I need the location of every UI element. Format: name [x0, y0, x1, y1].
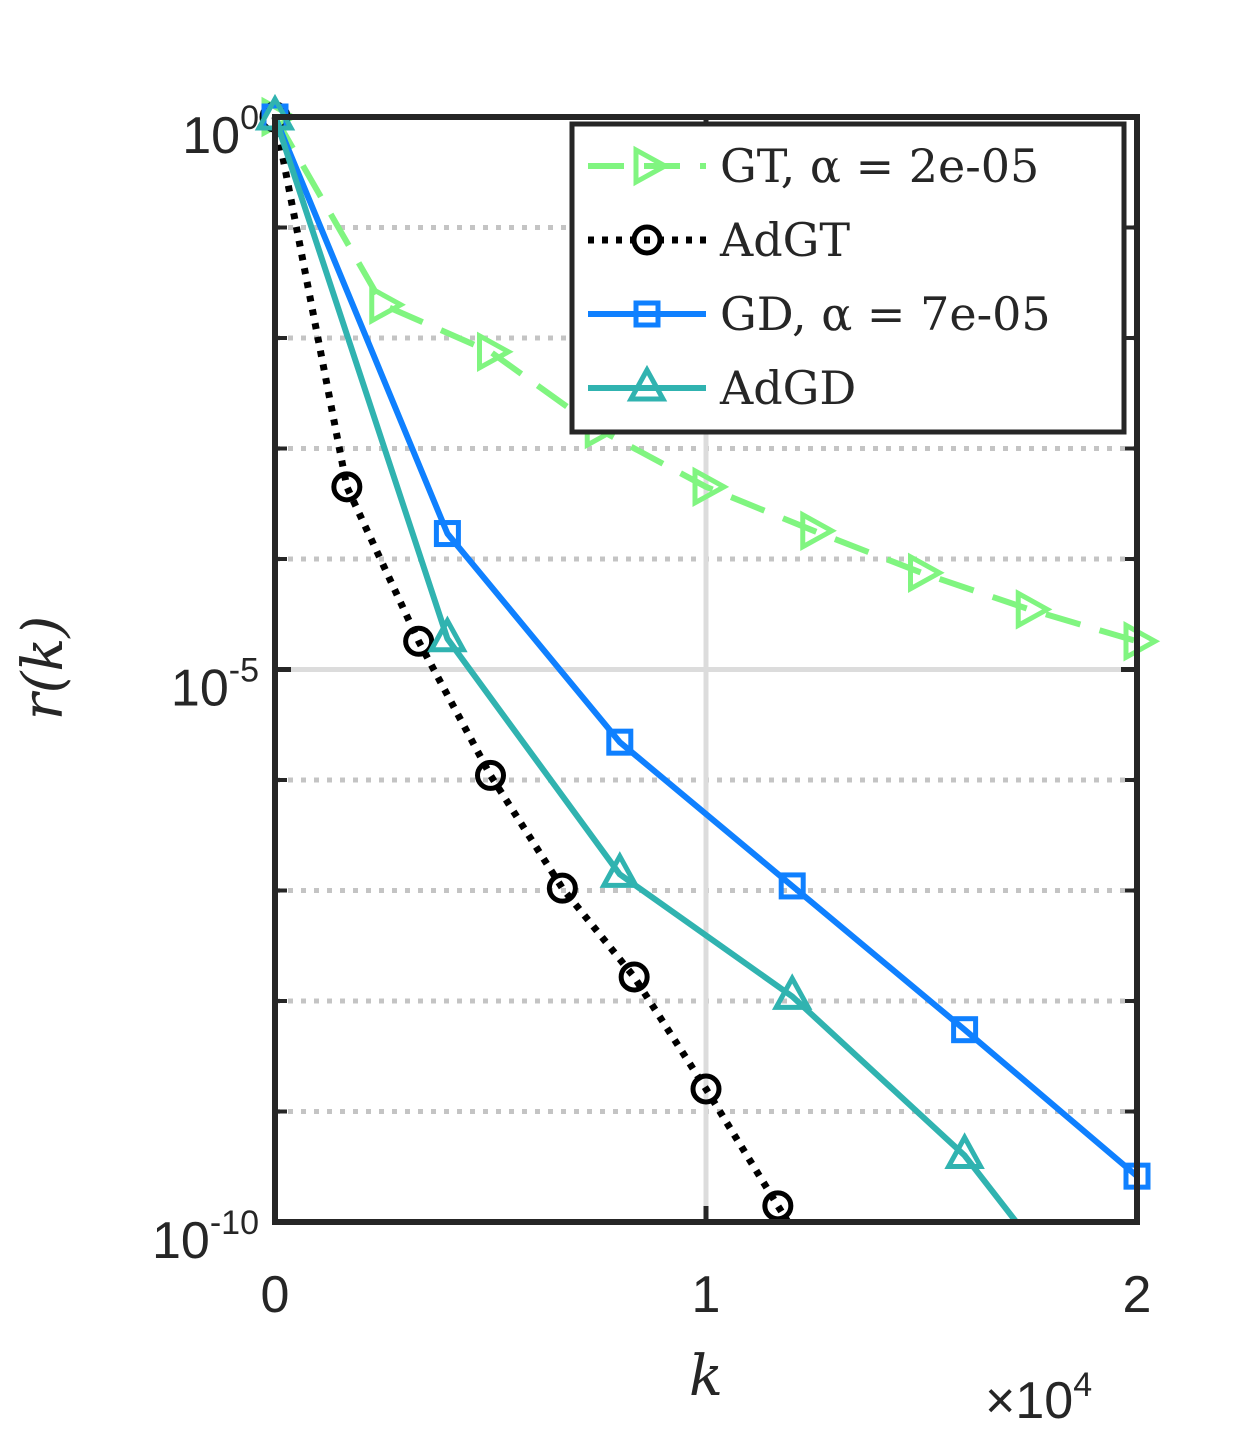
legend-label: GD, α = 7e-05: [720, 287, 1051, 341]
data-point: [599, 851, 641, 888]
data-point: [606, 728, 634, 756]
x-axis-label: k: [689, 1344, 723, 1409]
data-point: [331, 471, 363, 503]
legend-label: AdGD: [719, 361, 856, 415]
data-point: [908, 552, 945, 594]
legend-marker: [626, 364, 668, 402]
legend-marker: [633, 300, 661, 328]
data-point: [778, 872, 806, 900]
data-point: [403, 625, 435, 657]
data-point: [690, 1073, 722, 1105]
data-point: [762, 1190, 794, 1222]
data-point: [546, 872, 578, 904]
data-point: [951, 1016, 979, 1044]
legend: GT, α = 2e-05 AdGT GD, α = 7e-05 AdGD: [569, 121, 1127, 435]
data-point: [1123, 621, 1161, 662]
data-point: [1015, 589, 1053, 630]
data-point: [477, 331, 514, 373]
legend-label: GT, α = 2e-05: [720, 139, 1039, 193]
series-line: [272, 115, 1138, 645]
series-1: [259, 101, 794, 1222]
data-point: [800, 510, 837, 552]
y-tick-label: 10-10: [152, 1204, 259, 1270]
x-tick-label: 2: [1123, 1266, 1152, 1324]
data-point: [433, 520, 461, 548]
series-line: [272, 115, 1139, 1179]
y-tick-label: 10-5: [171, 652, 259, 718]
x-multiplier-base: ×10: [985, 1372, 1073, 1430]
legend-marker: [633, 145, 671, 187]
series-layer: [254, 93, 1161, 1222]
data-point: [475, 759, 506, 791]
x-tick-label: 0: [261, 1266, 290, 1324]
legend-marker: [631, 224, 663, 256]
x-multiplier-exponent: 4: [1073, 1366, 1092, 1404]
data-point: [427, 615, 468, 653]
data-point: [692, 466, 730, 508]
legend-box: [569, 121, 1127, 435]
data-point: [618, 961, 650, 993]
x-multiplier: ×104: [985, 1366, 1092, 1430]
legend-label: AdGT: [719, 213, 850, 267]
y-tick-label: 100: [182, 99, 259, 165]
data-point: [944, 1132, 985, 1169]
x-tick-label: 1: [692, 1266, 721, 1324]
data-point: [369, 284, 406, 325]
tick-marks: [272, 114, 1140, 1225]
y-axis-label: r(k): [11, 616, 76, 720]
tick-labels: 100 10-5 10-100 1 2: [152, 99, 1151, 1324]
data-point: [771, 973, 813, 1010]
